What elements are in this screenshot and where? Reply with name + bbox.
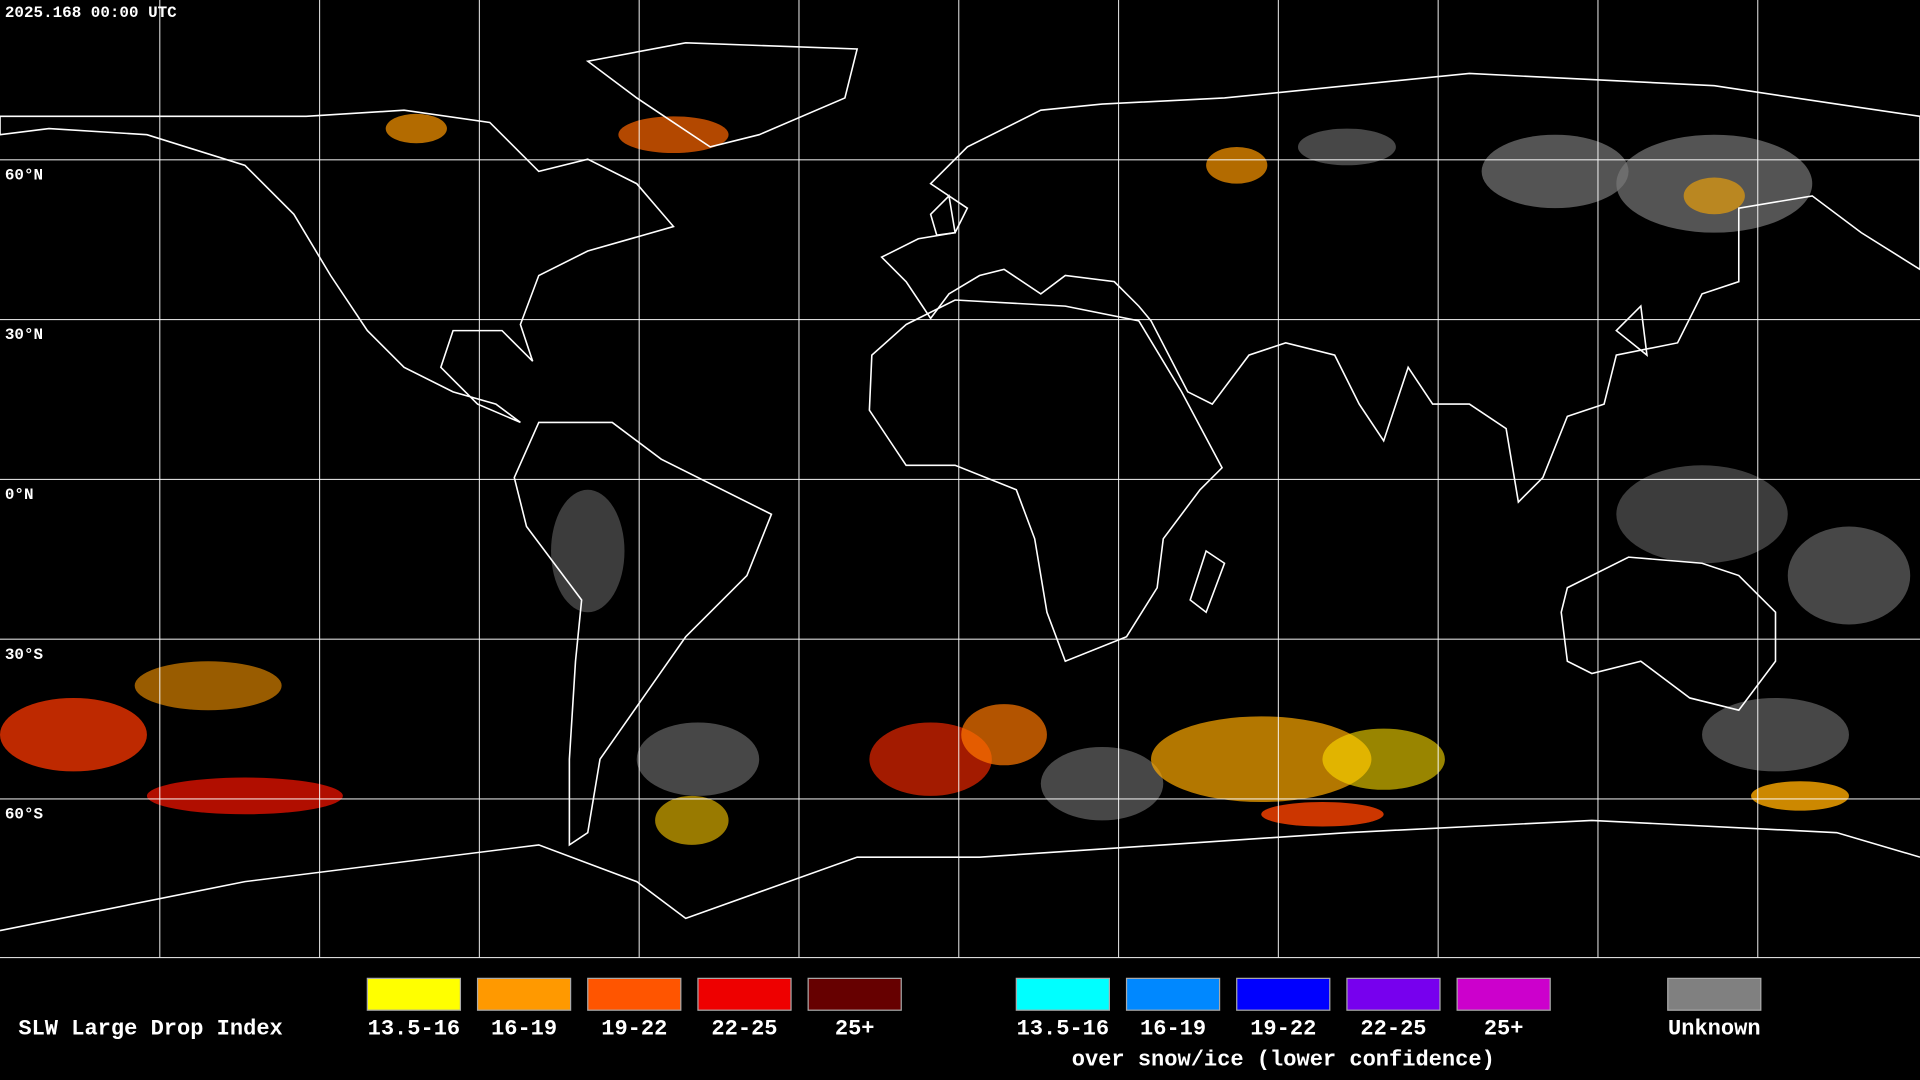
- legend-panel: [0, 957, 1920, 1080]
- legend-swatch: [1346, 977, 1441, 1011]
- legend-swatch: [476, 977, 572, 1011]
- latitude-label: 0°N: [5, 486, 34, 504]
- legend-label: 25+: [835, 1017, 875, 1042]
- legend-label: 19-22: [1250, 1017, 1316, 1042]
- cloud-patches: [0, 113, 1911, 845]
- legend-label: 19-22: [601, 1017, 667, 1042]
- legend-swatch: [697, 977, 792, 1011]
- latitude-label: 60°N: [5, 166, 43, 184]
- graticule: [0, 0, 1920, 958]
- legend-label: 16-19: [1140, 1017, 1206, 1042]
- legend-swatch: [1456, 977, 1551, 1011]
- legend-label: 22-25: [1360, 1017, 1426, 1042]
- legend-label: 13.5-16: [1017, 1017, 1110, 1042]
- legend: 13.5-16 16-19 19-22 22-25 25+ 13.5-16 16-19 19-…: [366, 977, 1762, 1072]
- latitude-label: 30°S: [5, 646, 44, 664]
- legend-label: 25+: [1484, 1017, 1524, 1042]
- legend-swatch: [807, 977, 902, 1011]
- legend-label: Unknown: [1668, 1017, 1761, 1042]
- legend-swatch: [1015, 977, 1110, 1011]
- legend-label: 16-19: [491, 1017, 557, 1042]
- coastlines: [0, 42, 1920, 932]
- legend-label: 13.5-16: [368, 1017, 461, 1042]
- legend-swatch: [1125, 977, 1221, 1011]
- latitude-label: 30°N: [5, 326, 43, 344]
- legend-label: 22-25: [711, 1017, 777, 1042]
- timestamp: 2025.168 00:00 UTC: [5, 4, 177, 22]
- legend-note: over snow/ice (lower confidence): [1072, 1047, 1495, 1072]
- legend-swatch: [587, 977, 682, 1011]
- legend-swatch: [366, 977, 462, 1011]
- latitude-label: 60°S: [5, 806, 44, 824]
- legend-title: SLW Large Drop Index: [18, 1017, 282, 1042]
- legend-swatch: [1236, 977, 1331, 1011]
- legend-swatch: [1667, 977, 1762, 1011]
